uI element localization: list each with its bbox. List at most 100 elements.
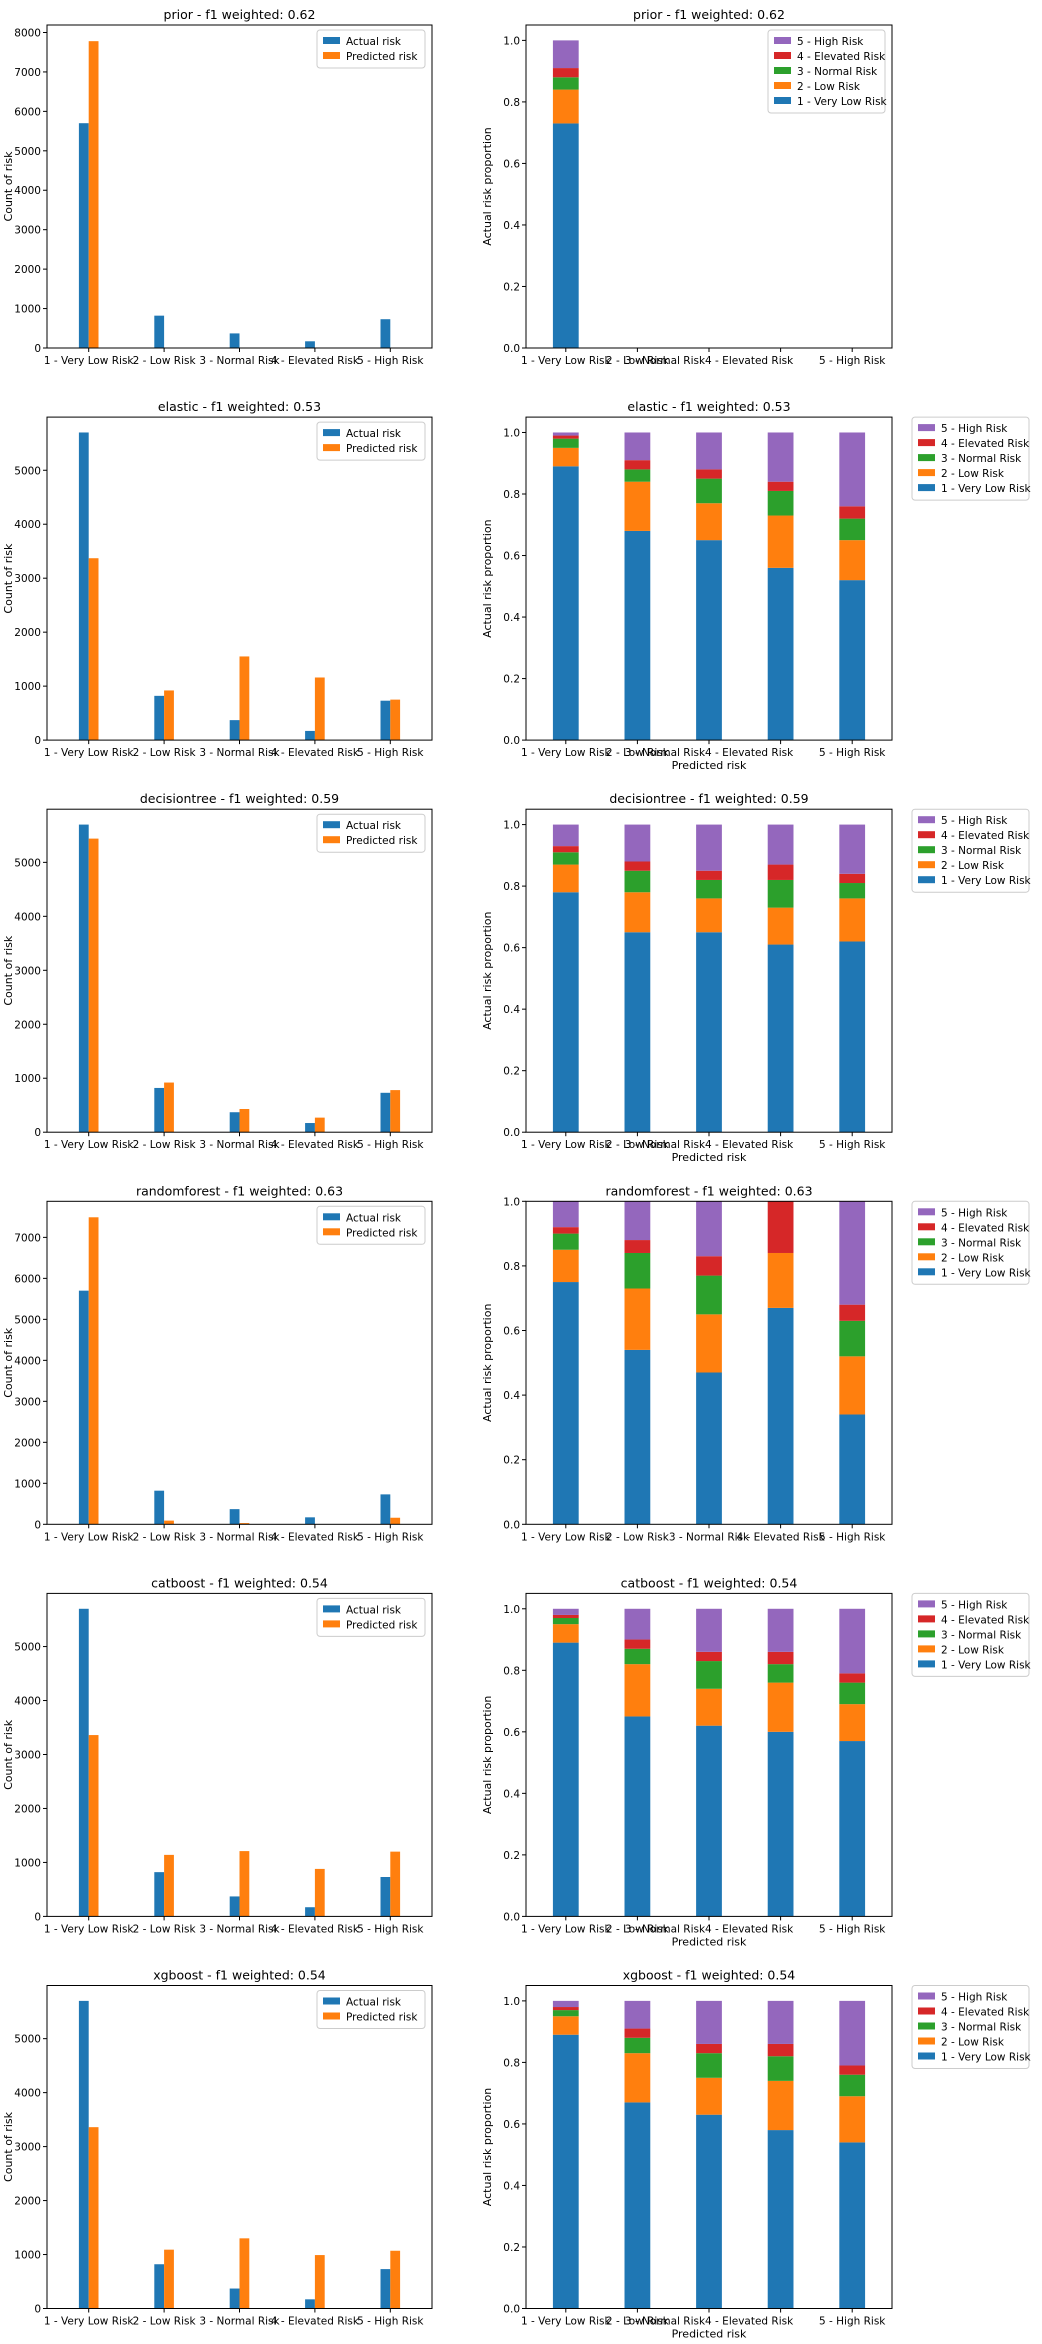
x-tick-label: 1 - Very Low Risk <box>521 1531 612 1543</box>
bar-segment <box>839 1304 866 1321</box>
bar-segment <box>624 1240 651 1253</box>
chart-11: xgboost - f1 weighted: 0.54 Actual risk p… <box>481 1968 1032 2341</box>
bar <box>380 700 391 741</box>
y-tick-label: 2000 <box>14 627 41 639</box>
bar <box>229 1112 240 1133</box>
y-tick-label: 0.8 <box>503 1261 520 1273</box>
x-tick-label: 1 - Very Low Risk <box>44 1139 135 1151</box>
y-tick-label: 6000 <box>14 106 41 118</box>
x-tick-label: 3 - Normal Risk <box>199 1923 280 1935</box>
legend-box <box>911 416 1030 501</box>
bar <box>239 1851 250 1917</box>
bar-segment <box>624 2000 651 2029</box>
bar-segment <box>624 1716 651 1917</box>
y-tick-label: 3000 <box>14 225 41 237</box>
bar <box>380 2269 391 2309</box>
legend-swatch <box>774 37 791 44</box>
x-tick-label: 5 - High Risk <box>357 747 424 759</box>
bar-segment <box>624 1608 651 1640</box>
y-tick-label: 0.6 <box>503 2119 520 2131</box>
y-tick-label: 7000 <box>14 1232 41 1244</box>
legend-swatch <box>918 1600 935 1608</box>
bar <box>88 1735 99 1917</box>
y-axis-label: Count of risk <box>2 935 15 1006</box>
y-tick-label: 0.8 <box>503 2057 520 2069</box>
bar-segment <box>767 2130 794 2309</box>
bar <box>305 341 315 348</box>
legend: 5 - High Risk 4 - Elevated Risk 3 - Normal… <box>911 808 1032 893</box>
y-tick-label: 0.4 <box>503 1390 520 1402</box>
x-tick-label: 1 - Very Low Risk <box>521 1923 612 1935</box>
bar <box>164 1854 174 1917</box>
chart-title: xgboost - f1 weighted: 0.54 <box>153 1968 326 1983</box>
x-tick-label: 4 - Elevated Risk <box>271 1139 360 1151</box>
bar-segment <box>696 870 722 880</box>
bar <box>164 690 174 741</box>
y-tick-label: 1.0 <box>503 35 520 47</box>
x-tick-label: 4 - Elevated Risk <box>271 1531 360 1543</box>
y-axis-label: Count of risk <box>2 1719 15 1790</box>
legend: Actual risk Predicted risk <box>316 1990 426 2029</box>
x-tick-label: 3 - Normal Risk4 - Elevated Risk <box>625 1923 794 1935</box>
legend-box <box>316 1205 426 1245</box>
bar-segment <box>839 580 866 741</box>
legend-label: 4 - Elevated Risk <box>941 438 1030 450</box>
bar-segment <box>696 2053 722 2078</box>
bar-segment <box>839 1356 866 1415</box>
x-tick-label: 3 - Normal Risk4 - Elevated Risk <box>625 2316 794 2328</box>
legend-swatch <box>918 876 935 884</box>
bar-segment <box>552 1233 579 1250</box>
x-tick-label: 4 - Elevated Risk <box>271 2316 360 2328</box>
bar <box>390 1851 401 1917</box>
y-tick-label: 0.6 <box>503 1326 520 1338</box>
legend-box <box>316 1990 426 2029</box>
chart-title: prior - f1 weighted: 0.62 <box>633 7 785 22</box>
legend-swatch <box>918 816 935 824</box>
legend-label: 2 - Low Risk <box>941 860 1005 872</box>
y-tick-label: 1000 <box>14 304 41 316</box>
x-tick-label: 1 - Very Low Risk <box>44 2316 135 2328</box>
chart-title: elastic - f1 weighted: 0.53 <box>627 399 790 414</box>
bar <box>305 730 315 741</box>
bar-segment <box>624 892 651 933</box>
y-tick-label: 1.0 <box>503 427 520 439</box>
legend-label: 1 - Very Low Risk <box>941 1267 1032 1279</box>
legend-swatch <box>323 821 340 829</box>
y-tick-label: 4000 <box>14 1355 41 1367</box>
bar-segment <box>696 540 722 741</box>
legend-label: Predicted risk <box>346 1227 418 1239</box>
legend-label: 4 - Elevated Risk <box>941 1222 1030 1234</box>
bar-segment <box>839 2000 866 2066</box>
legend-label: 2 - Low Risk <box>941 2037 1005 2049</box>
bar-segment <box>767 2000 794 2044</box>
legend-box <box>767 29 886 114</box>
bar-segment <box>767 1682 794 1732</box>
bar-segment <box>839 941 866 1133</box>
chart-title: decisiontree - f1 weighted: 0.59 <box>140 791 339 806</box>
legend-swatch <box>323 2012 340 2020</box>
bar-segment <box>624 1648 651 1665</box>
chart-6: randomforest - f1 weighted: 0.63 Count of… <box>2 1183 433 1543</box>
y-tick-label: 0.0 <box>503 1519 520 1531</box>
bar <box>229 333 240 348</box>
bar-segment <box>552 1624 579 1643</box>
plot-frame <box>46 1200 433 1525</box>
bar <box>390 2250 401 2309</box>
legend-label: Predicted risk <box>346 835 418 847</box>
legend-label: 5 - High Risk <box>941 1599 1008 1611</box>
y-tick-label: 0.2 <box>503 1850 520 1862</box>
bar <box>229 1896 240 1917</box>
bar-segment <box>624 469 651 482</box>
legend-box <box>911 808 1030 893</box>
legend-swatch <box>918 1645 935 1653</box>
legend-label: 1 - Very Low Risk <box>797 96 888 108</box>
legend-label: 5 - High Risk <box>941 815 1008 827</box>
y-tick-label: 1.0 <box>503 1196 520 1208</box>
y-tick-label: 4000 <box>14 519 41 531</box>
legend-label: 3 - Normal Risk <box>941 1629 1022 1641</box>
bar-segment <box>839 2074 866 2097</box>
x-tick-label: 3 - Normal Risk4 - Elevated Risk <box>625 1139 794 1151</box>
bar-segment <box>767 567 794 741</box>
y-tick-label: 2000 <box>14 1437 41 1449</box>
